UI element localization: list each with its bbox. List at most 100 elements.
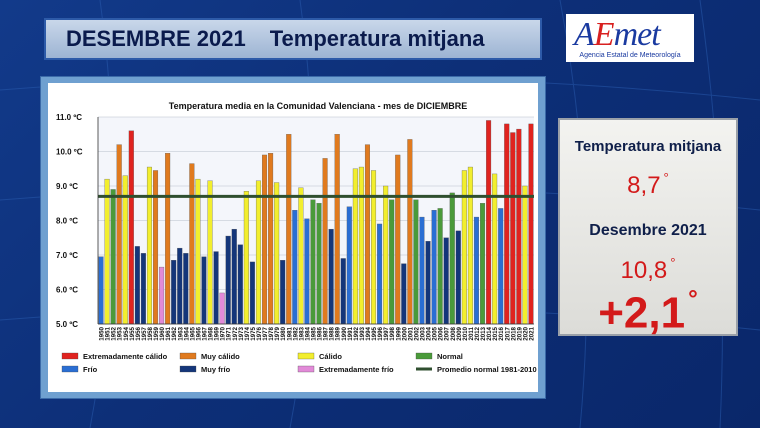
- bar-1968: [207, 180, 213, 325]
- bar-1952: [110, 189, 116, 325]
- x-tick-label: 1979: [274, 326, 281, 340]
- y-tick-label: 6.0 ºC: [56, 286, 78, 295]
- x-tick-label: 2019: [516, 326, 523, 340]
- x-tick-label: 1992: [353, 326, 360, 340]
- bar-1996: [377, 223, 383, 325]
- legend-label: Muy frío: [201, 365, 231, 374]
- bar-1959: [153, 170, 159, 325]
- x-tick-label: 1993: [359, 326, 366, 340]
- anomaly-value: +2,1 °: [560, 286, 736, 339]
- bar-1994: [364, 144, 370, 325]
- bar-1997: [383, 185, 389, 325]
- bar-1963: [177, 247, 183, 325]
- x-tick-label: 1974: [244, 326, 251, 340]
- x-tick-label: 1998: [389, 326, 396, 340]
- legend-swatch-B: [61, 365, 79, 373]
- bar-1987: [322, 158, 328, 325]
- x-tick-label: 2017: [504, 326, 511, 340]
- x-tick-label: 1972: [232, 326, 239, 340]
- bar-1951: [104, 178, 110, 325]
- bar-2021: [528, 123, 534, 325]
- avg-temp-number: 8,7: [627, 172, 661, 200]
- header-subject: Temperatura mitjana: [269, 26, 485, 51]
- bar-1967: [201, 256, 207, 325]
- x-tick-label: 2002: [413, 326, 420, 340]
- bar-1989: [334, 134, 340, 325]
- y-tick-label: 11.0 ºC: [56, 113, 82, 122]
- bar-1966: [195, 178, 201, 325]
- y-tick-label: 8.0 ºC: [56, 217, 78, 226]
- legend-label: Extremadamente frío: [319, 365, 394, 374]
- x-tick-label: 1964: [183, 326, 190, 340]
- x-tick-label: 2016: [498, 326, 505, 340]
- bar-1991: [346, 206, 352, 325]
- bar-1977: [262, 154, 268, 325]
- x-tick-label: 1982: [292, 326, 299, 340]
- month-temp-value: 10,8 °: [560, 255, 736, 285]
- x-tick-label: 1950: [99, 326, 106, 340]
- legend-label: Extremadamente cálido: [83, 352, 168, 361]
- bar-1995: [371, 170, 377, 325]
- x-tick-label: 1991: [347, 326, 354, 340]
- x-tick-label: 1997: [383, 326, 390, 340]
- bar-1955: [128, 130, 134, 325]
- bar-1958: [146, 166, 152, 325]
- x-tick-label: 1978: [268, 326, 275, 340]
- logo-subtitle: Agencia Estatal de Meteorología: [579, 52, 681, 59]
- bar-2011: [467, 166, 473, 325]
- x-tick-label: 2005: [432, 326, 439, 340]
- bar-2019: [516, 128, 522, 325]
- x-tick-label: 1973: [238, 326, 245, 340]
- bar-1971: [225, 235, 231, 325]
- x-tick-label: 2000: [401, 326, 408, 340]
- bar-1961: [165, 153, 171, 325]
- y-tick-label: 7.0 ºC: [56, 251, 78, 260]
- x-tick-label: 2012: [474, 326, 481, 340]
- legend-swatch-Y: [297, 352, 315, 360]
- chart-frame: Temperatura media en la Comunidad Valenc…: [40, 76, 546, 399]
- bar-1964: [183, 253, 189, 325]
- x-tick-label: 1995: [371, 326, 378, 340]
- x-tick-label: 1970: [220, 326, 227, 340]
- x-tick-label: 1969: [214, 326, 221, 340]
- x-tick-label: 1967: [201, 326, 208, 340]
- x-tick-label: 2011: [468, 326, 475, 340]
- x-tick-label: 2013: [480, 326, 487, 340]
- header-date: DESEMBRE 2021: [66, 26, 246, 51]
- bar-1974: [243, 191, 249, 325]
- bar-2006: [437, 208, 443, 325]
- bar-2013: [480, 203, 486, 325]
- degree-symbol: °: [670, 255, 676, 270]
- x-tick-label: 1986: [317, 326, 324, 340]
- bar-1978: [268, 153, 274, 325]
- bar-1976: [255, 180, 261, 325]
- bar-1990: [340, 258, 346, 325]
- degree-symbol: °: [663, 170, 669, 185]
- legend-label: Muy cálido: [201, 352, 240, 361]
- x-tick-label: 1999: [395, 326, 402, 340]
- aemet-logo: AEmet Agencia Estatal de Meteorología: [566, 14, 694, 62]
- x-tick-label: 1965: [189, 326, 196, 340]
- bar-1982: [292, 210, 298, 325]
- bar-1984: [304, 218, 310, 325]
- bar-2014: [486, 120, 492, 325]
- x-tick-label: 2020: [522, 326, 529, 340]
- bar-2007: [443, 237, 449, 325]
- bar-1993: [358, 166, 364, 325]
- bar-2002: [413, 199, 419, 325]
- x-tick-label: 2010: [462, 326, 469, 340]
- x-tick-label: 1957: [141, 326, 148, 340]
- x-tick-label: 1976: [256, 326, 263, 340]
- x-tick-label: 2015: [492, 326, 499, 340]
- legend-swatch-P: [297, 365, 315, 373]
- x-tick-label: 1985: [310, 326, 317, 340]
- legend-label: Promedio normal 1981-2010: [437, 365, 537, 374]
- legend-swatch-O: [179, 352, 197, 360]
- y-tick-label: 10.0 ºC: [56, 148, 83, 157]
- x-tick-label: 1987: [323, 326, 330, 340]
- bar-1953: [116, 144, 122, 325]
- bar-1980: [280, 260, 286, 325]
- x-tick-label: 1954: [123, 326, 130, 340]
- bar-1981: [286, 134, 292, 325]
- legend-swatch-D: [179, 365, 197, 373]
